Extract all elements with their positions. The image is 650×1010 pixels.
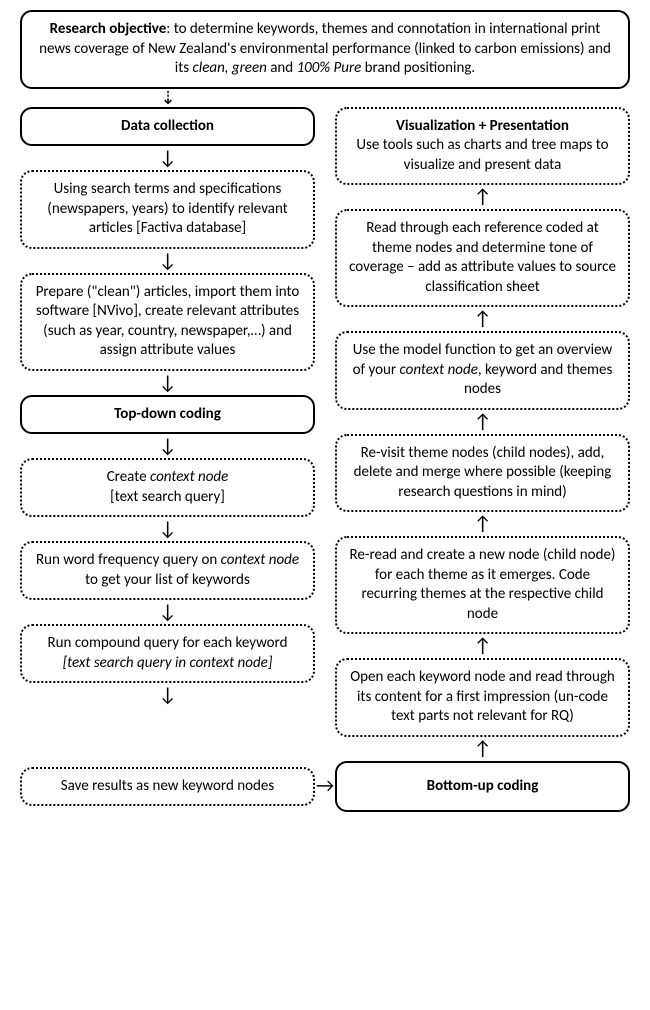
- text: Run word frequency query on: [36, 551, 221, 569]
- text: [text search query]: [110, 488, 225, 506]
- text-italic: context node: [221, 551, 299, 569]
- viz-title: Visualization + Presentation: [396, 117, 569, 135]
- model-function-box: Use the model function to get an overvie…: [335, 331, 630, 410]
- revisit-themes-box: Re-visit theme nodes (child nodes), add,…: [335, 434, 630, 513]
- arrow-down-icon: ↓: [158, 685, 176, 705]
- text: Create: [107, 468, 150, 486]
- right-column: Visualization + Presentation Use tools s…: [335, 107, 630, 761]
- text: Run compound query for each keyword: [48, 634, 288, 652]
- compound-query-box: Run compound query for each keyword [tex…: [20, 624, 315, 683]
- text: to get your list of keywords: [85, 571, 250, 589]
- visualization-box: Visualization + Presentation Use tools s…: [335, 107, 630, 186]
- arrow-right-icon: →: [315, 774, 335, 798]
- arrow-down-icon: ↓: [158, 519, 176, 539]
- open-keyword-box: Open each keyword node and read through …: [335, 658, 630, 737]
- top-down-coding-box: Top-down coding: [20, 395, 315, 435]
- arrow-down-icon: ↓: [158, 373, 176, 393]
- data-collection-box: Data collection: [20, 107, 315, 147]
- bottom-row: Save results as new keyword nodes → Bott…: [20, 761, 630, 813]
- arrow-down-icon: ↓: [158, 436, 176, 456]
- arrow-up-icon: ↑: [473, 636, 491, 656]
- read-references-box: Read through each reference coded at the…: [335, 209, 630, 307]
- save-results-box: Save results as new keyword nodes: [20, 767, 315, 807]
- left-column: Data collection ↓ Using search terms and…: [20, 107, 315, 761]
- prepare-articles-box: Prepare ("clean") articles, import them …: [20, 273, 315, 371]
- context-node-box: Create context node [text search query]: [20, 458, 315, 517]
- header-mid: and: [267, 59, 297, 77]
- arrow-up-icon: ↑: [473, 514, 491, 534]
- header-end: brand positioning.: [361, 59, 475, 77]
- arrow-up-icon: ↑: [473, 739, 491, 759]
- reread-create-box: Re-read and create a new node (child nod…: [335, 536, 630, 634]
- text-italic: context node: [150, 468, 228, 486]
- viz-body: Use tools such as charts and tree maps t…: [356, 136, 608, 174]
- arrow-down-icon: ↓: [158, 251, 176, 271]
- text-italic: [text search query in context node]: [63, 654, 273, 672]
- header-em2: 100% Pure: [297, 59, 362, 77]
- arrow-down-icon: ↓: [158, 602, 176, 622]
- word-frequency-box: Run word frequency query on context node…: [20, 541, 315, 600]
- bottom-up-coding-box: Bottom-up coding: [335, 761, 630, 813]
- header-prefix: Research objective: [50, 20, 167, 38]
- text: , keyword and themes nodes: [464, 361, 612, 399]
- arrow-dashed-icon: ⇣: [20, 90, 315, 106]
- arrow-up-icon: ↑: [473, 309, 491, 329]
- arrow-down-icon: ↓: [158, 148, 176, 168]
- arrow-up-icon: ↑: [473, 187, 491, 207]
- text-italic: context node: [400, 361, 478, 379]
- columns-container: Data collection ↓ Using search terms and…: [20, 107, 630, 761]
- header-em1: clean, green: [193, 59, 267, 77]
- search-terms-box: Using search terms and specifications (n…: [20, 170, 315, 249]
- research-objective-box: Research objective: to determine keyword…: [20, 10, 630, 89]
- arrow-up-icon: ↑: [473, 412, 491, 432]
